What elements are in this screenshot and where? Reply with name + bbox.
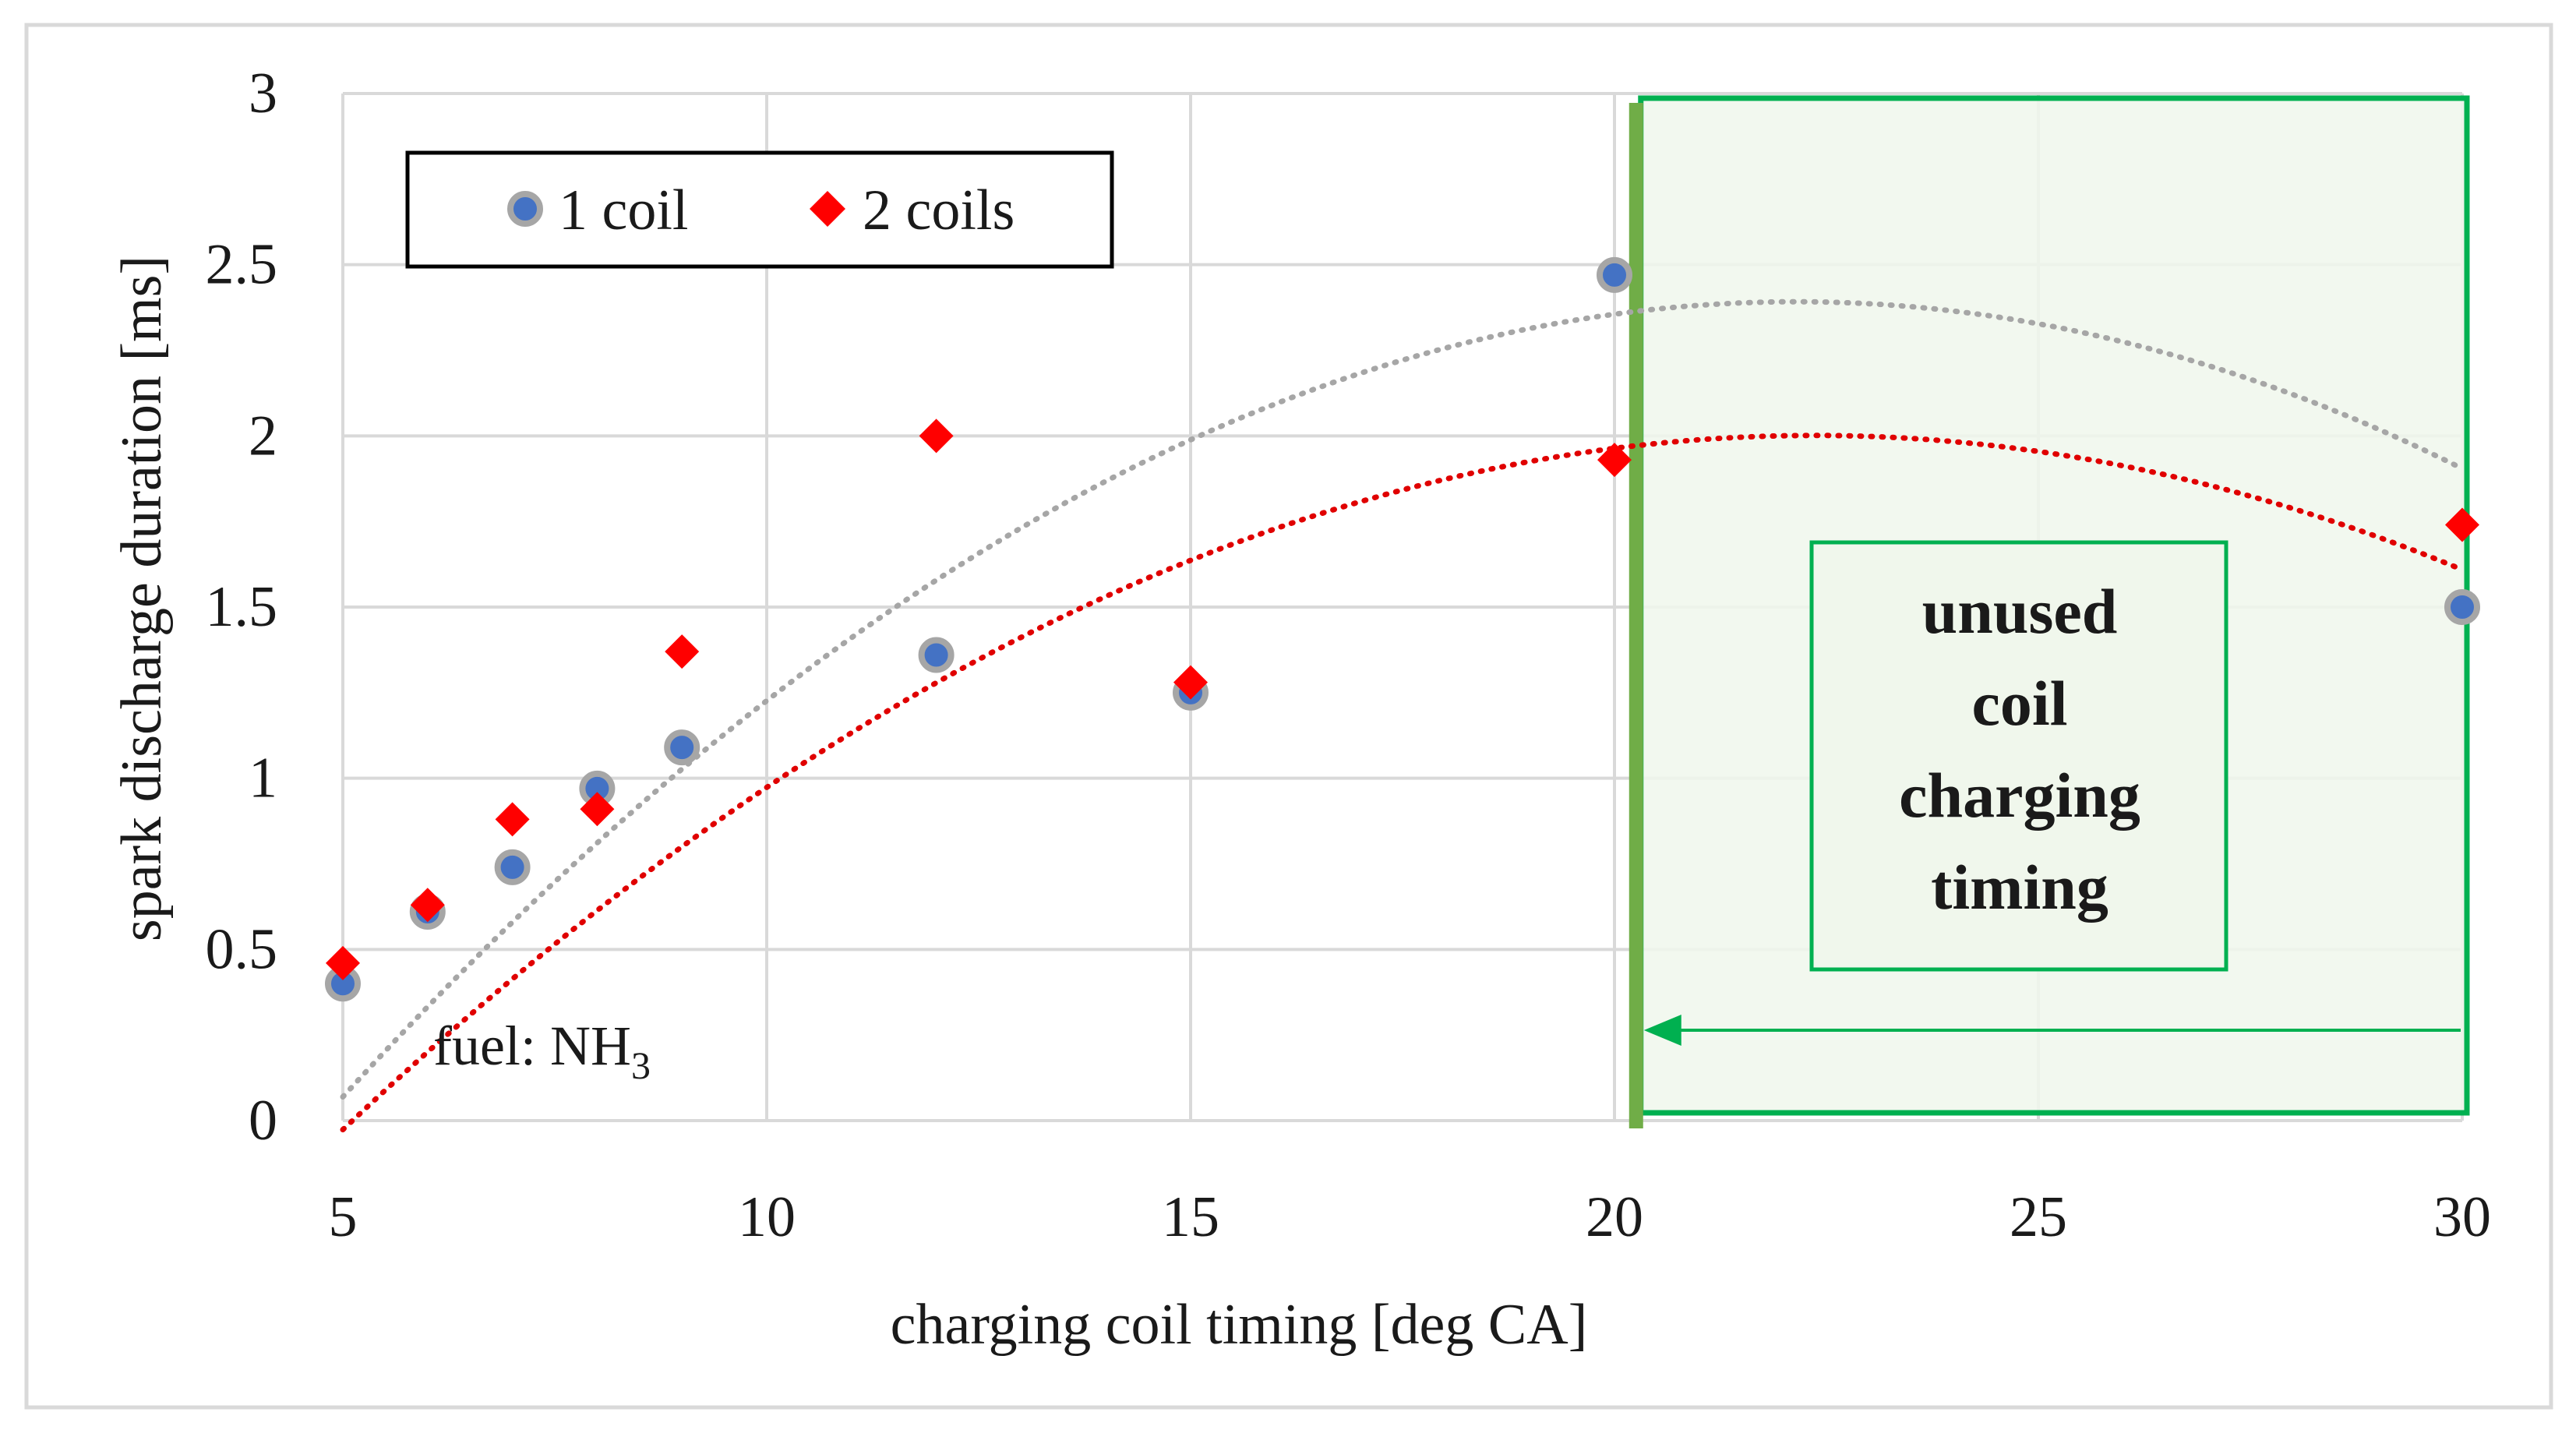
y-axis-title: spark discharge duration [ms] bbox=[110, 256, 174, 941]
point-2-coils-1 bbox=[410, 888, 445, 923]
x-tick-label: 20 bbox=[1586, 1185, 1643, 1249]
legend: 1 coil 2 coils bbox=[405, 150, 1114, 269]
point-1-coil-4 bbox=[664, 729, 700, 766]
y-axis-ticks: 0 0.5 1 1.5 2 2.5 3 bbox=[206, 62, 278, 1153]
point-2-coils-2 bbox=[495, 802, 530, 837]
x-tick-label: 15 bbox=[1162, 1185, 1219, 1249]
x-tick-label: 30 bbox=[2433, 1185, 2491, 1249]
point-1-coil-7 bbox=[1597, 256, 1632, 293]
point-2-coils-3 bbox=[580, 792, 615, 827]
legend-marker-2-coils bbox=[810, 191, 845, 227]
trendline-2-coils bbox=[340, 433, 2465, 1133]
legend-label-1-coil: 1 coil bbox=[559, 178, 688, 242]
annotation-text: unused coil charging timing bbox=[1899, 576, 2140, 923]
point-2-coils-6 bbox=[1173, 665, 1208, 700]
point-2-coils-0 bbox=[326, 945, 360, 980]
x-axis-title: charging coil timing [deg CA] bbox=[891, 1293, 1588, 1357]
annotation-box bbox=[1809, 540, 2228, 972]
y-tick-label: 1 bbox=[249, 747, 277, 810]
annotation-line: charging bbox=[1899, 760, 2140, 831]
point-1-coil-2 bbox=[494, 849, 531, 885]
annotation-line: timing bbox=[1931, 852, 2108, 923]
region-arrow bbox=[1643, 1015, 2461, 1046]
y-tick-label: 2 bbox=[249, 404, 277, 468]
legend-label-2-coils: 2 coils bbox=[863, 178, 1015, 242]
y-tick-label: 1.5 bbox=[206, 575, 278, 639]
annotation-line: unused bbox=[1922, 576, 2118, 647]
point-1-coil-8 bbox=[2444, 589, 2480, 625]
legend-marker-1-coil bbox=[507, 191, 543, 227]
x-tick-label: 10 bbox=[738, 1185, 796, 1249]
data-markers bbox=[325, 256, 2480, 1002]
y-tick-label: 2.5 bbox=[206, 233, 278, 297]
x-tick-label: 25 bbox=[2010, 1185, 2067, 1249]
x-tick-label: 5 bbox=[329, 1185, 358, 1249]
point-1-coil-5 bbox=[918, 637, 955, 673]
point-2-coils-4 bbox=[665, 634, 700, 669]
point-2-coils-5 bbox=[919, 418, 954, 454]
point-2-coils-8 bbox=[2445, 507, 2479, 542]
fuel-label: fuel: NH3 bbox=[433, 1015, 651, 1087]
y-tick-label: 0.5 bbox=[206, 917, 278, 981]
y-tick-label: 3 bbox=[249, 62, 277, 125]
y-tick-label: 0 bbox=[249, 1089, 277, 1153]
point-2-coils-7 bbox=[1597, 443, 1632, 478]
annotation-line: coil bbox=[1972, 668, 2068, 739]
x-axis-ticks: 5 10 15 20 25 30 bbox=[329, 1185, 2492, 1249]
